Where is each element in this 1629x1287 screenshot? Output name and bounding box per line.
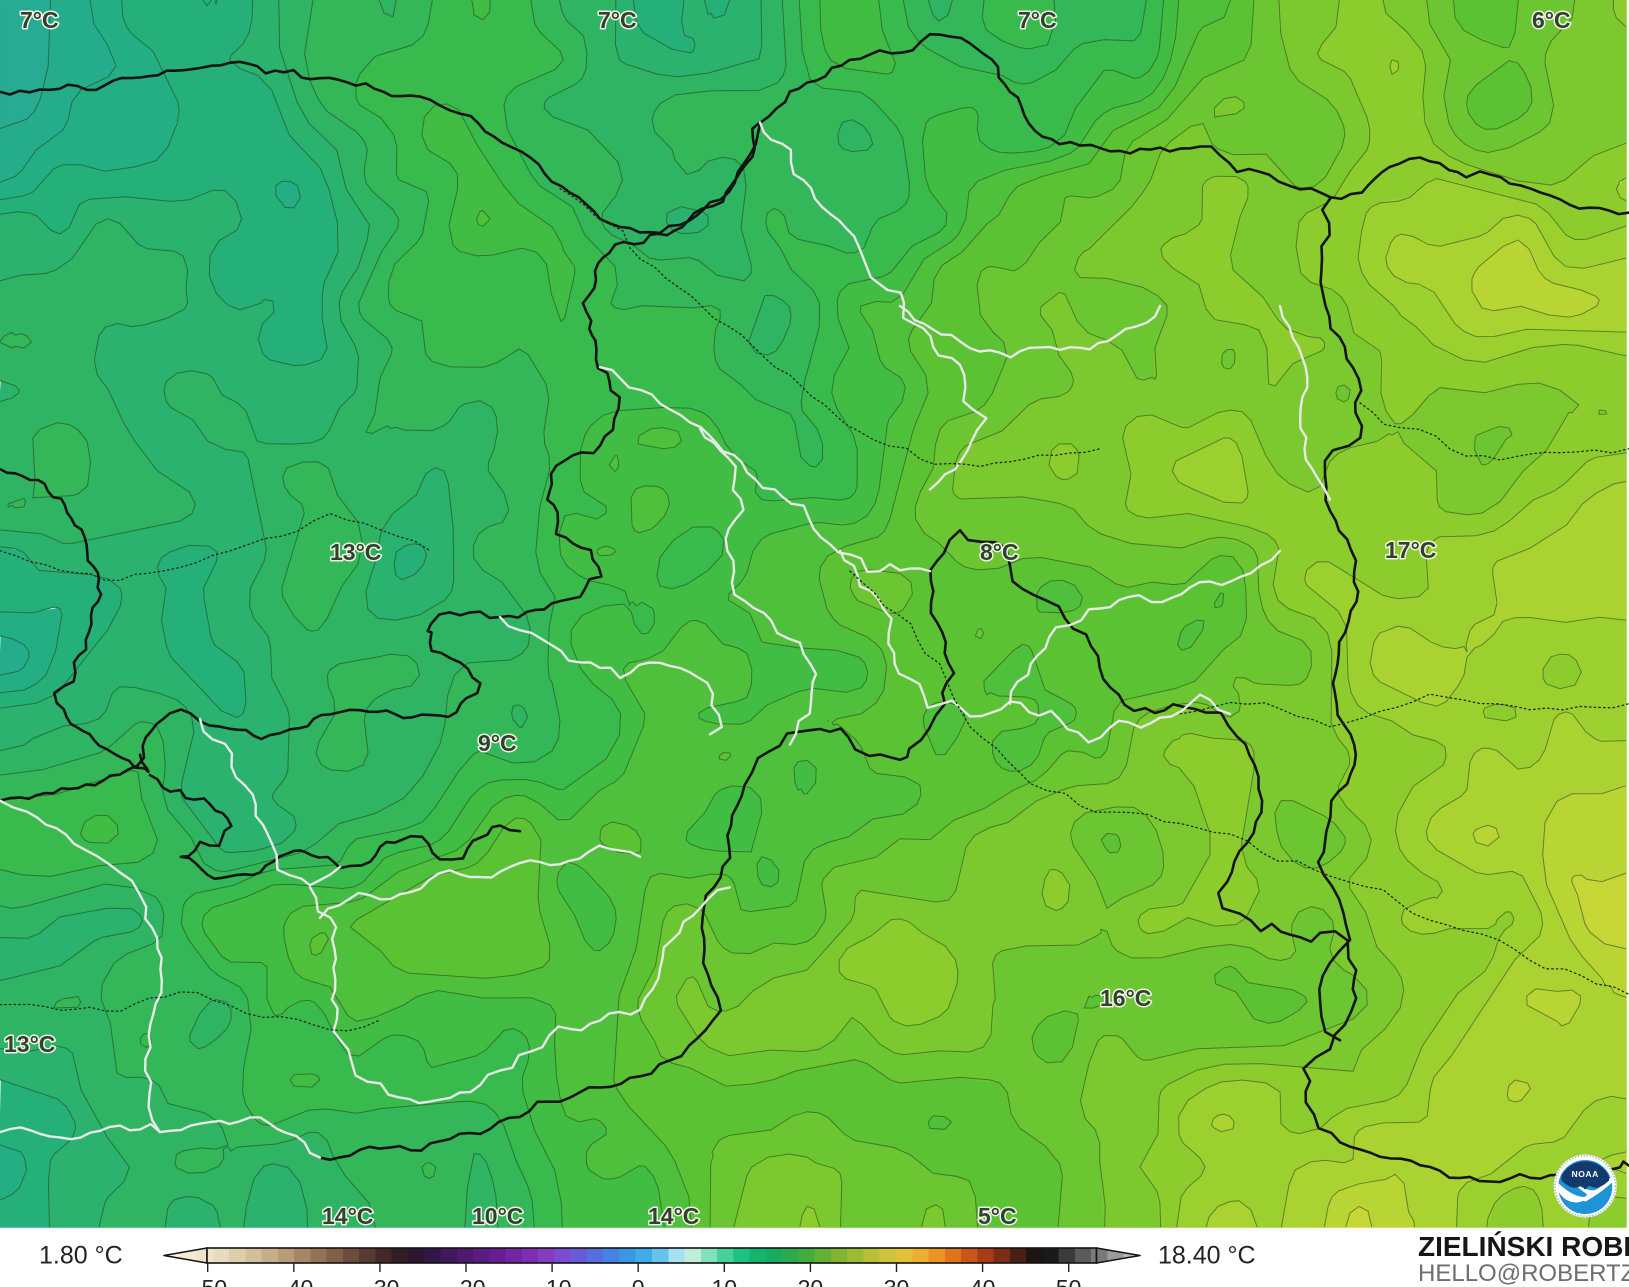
svg-text:5°C: 5°C	[978, 1203, 1017, 1229]
svg-text:20: 20	[798, 1275, 824, 1287]
svg-text:14°C: 14°C	[322, 1203, 373, 1229]
svg-text:8°C: 8°C	[980, 539, 1019, 565]
svg-text:40: 40	[970, 1275, 996, 1287]
svg-text:HELLO@ROBERTZ.CO: HELLO@ROBERTZ.CO	[1418, 1260, 1629, 1287]
svg-text:18.40 °C: 18.40 °C	[1158, 1242, 1256, 1270]
svg-text:1.80 °C: 1.80 °C	[39, 1242, 123, 1270]
svg-text:17°C: 17°C	[1385, 537, 1436, 563]
svg-text:6°C: 6°C	[1532, 7, 1571, 33]
svg-text:−50: −50	[188, 1275, 227, 1287]
svg-text:16°C: 16°C	[1100, 985, 1151, 1011]
svg-text:7°C: 7°C	[20, 7, 59, 33]
svg-text:10: 10	[712, 1275, 738, 1287]
svg-text:NOAA: NOAA	[1572, 1169, 1599, 1179]
svg-text:13°C: 13°C	[4, 1031, 55, 1057]
svg-text:7°C: 7°C	[1018, 7, 1057, 33]
svg-text:30: 30	[884, 1275, 910, 1287]
svg-text:−20: −20	[446, 1275, 485, 1287]
svg-text:−40: −40	[274, 1275, 313, 1287]
svg-text:−10: −10	[533, 1275, 572, 1287]
svg-text:9°C: 9°C	[478, 730, 517, 756]
svg-text:50: 50	[1056, 1275, 1082, 1287]
svg-text:13°C: 13°C	[330, 539, 381, 565]
svg-text:ZIELIŃSKI ROBERT: ZIELIŃSKI ROBERT	[1418, 1231, 1629, 1262]
svg-text:7°C: 7°C	[598, 7, 637, 33]
svg-text:10°C: 10°C	[472, 1203, 523, 1229]
svg-text:14°C: 14°C	[648, 1203, 699, 1229]
svg-text:0: 0	[632, 1275, 645, 1287]
svg-text:−30: −30	[360, 1275, 399, 1287]
